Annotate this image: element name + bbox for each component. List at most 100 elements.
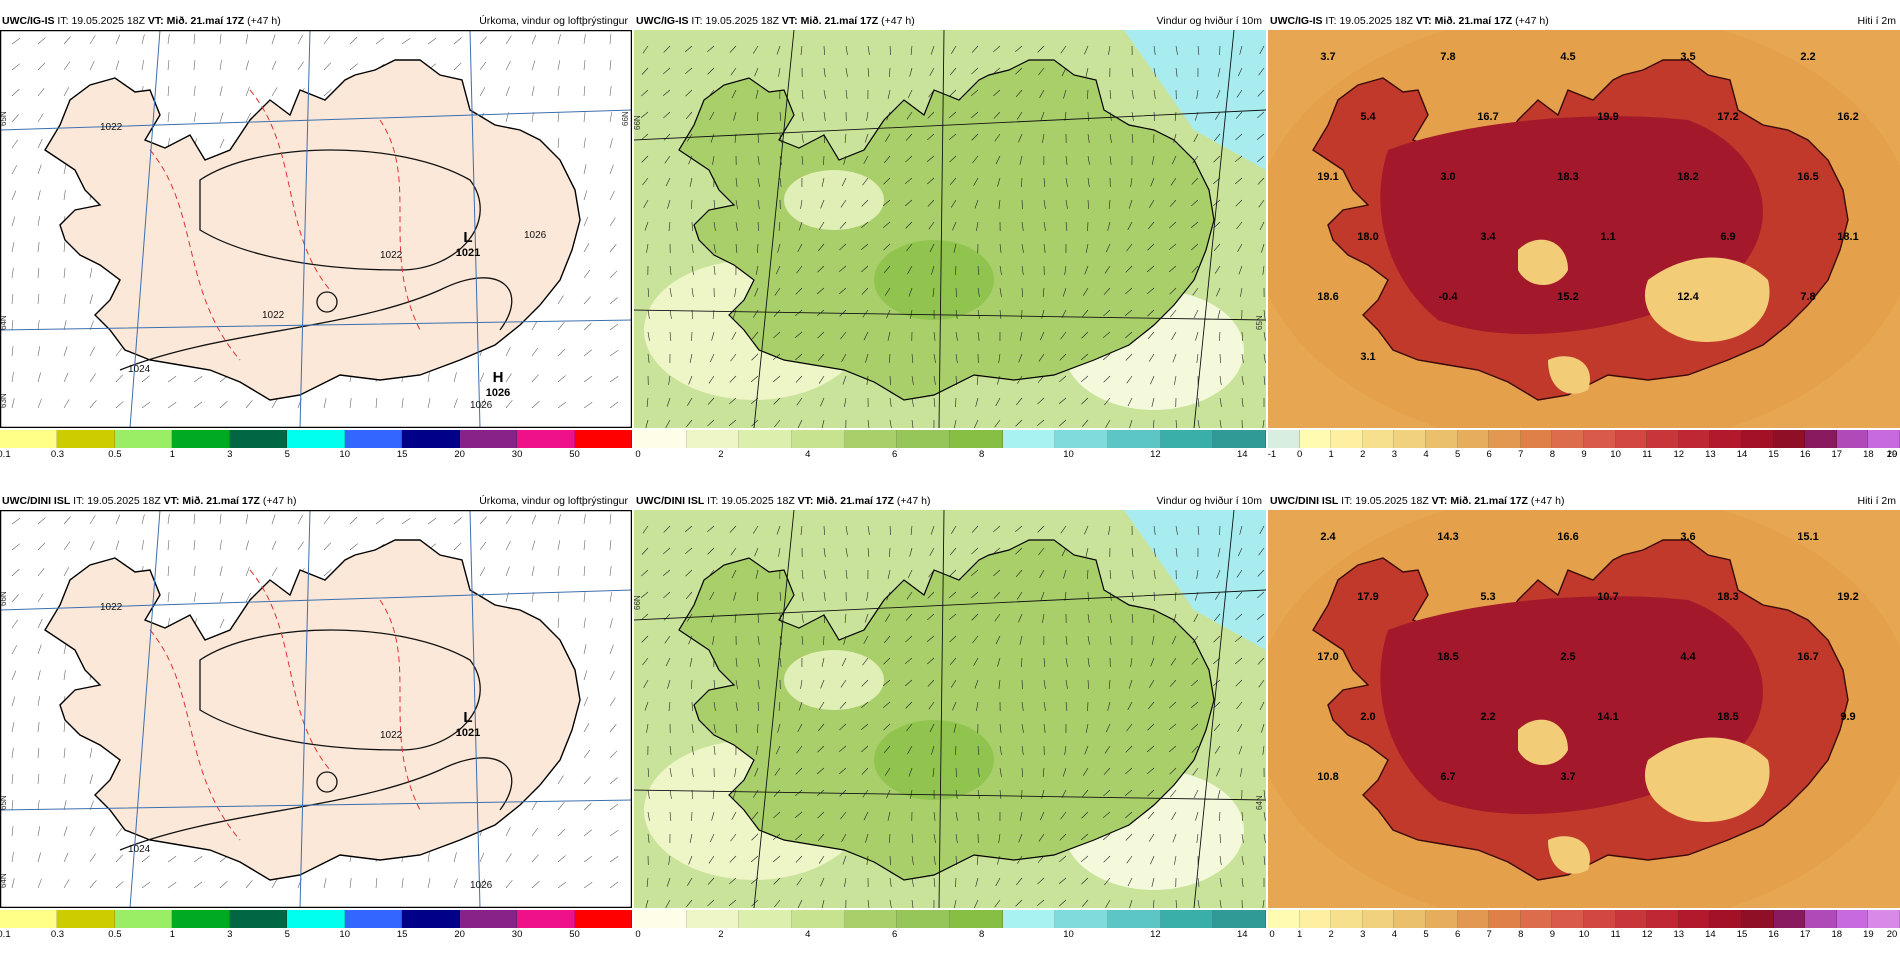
panel-header: UWC/DINI ISL IT: 19.05.2025 18Z VT: Mið.… xyxy=(0,492,632,510)
scale-swatch xyxy=(1647,430,1679,448)
scale-tick-label: 4 xyxy=(1423,449,1428,460)
scale-tick-label: -1 xyxy=(1268,449,1276,460)
temperature-value: 18.1 xyxy=(1837,231,1858,243)
temperature-value: 18.5 xyxy=(1717,711,1738,723)
valid-time: Mið. 21.maí 17Z xyxy=(1450,495,1528,507)
scale-swatch xyxy=(1837,430,1869,448)
scale-tick-label: 1 xyxy=(1297,929,1302,940)
isobar-label: 1026 xyxy=(524,230,547,241)
lead-time: (+47 h) xyxy=(263,495,297,507)
scale-swatch xyxy=(1426,430,1458,448)
init-time: 19.05.2025 18Z xyxy=(1355,495,1429,507)
isobar-label: 1022 xyxy=(100,602,123,613)
scale-tick-label: 20 xyxy=(454,449,465,460)
scale-swatch xyxy=(1331,910,1363,928)
scale-tick-label: 12 xyxy=(1642,929,1653,940)
it-label: IT: xyxy=(1341,495,1352,507)
vt-label: VT: xyxy=(1416,15,1432,27)
scale-swatch xyxy=(687,430,740,448)
scale-swatch xyxy=(575,430,632,448)
temperature-value: 14.1 xyxy=(1597,711,1618,723)
scale-swatch xyxy=(1213,430,1266,448)
scale-swatch xyxy=(1394,430,1426,448)
isobar-label: 1022 xyxy=(380,250,403,261)
scale-tick-label: 8 xyxy=(979,929,984,940)
it-label: IT: xyxy=(57,15,68,27)
temperature-value: 2.5 xyxy=(1560,651,1575,663)
scale-tick-label: 0.5 xyxy=(108,929,121,940)
scale-swatch xyxy=(1108,430,1161,448)
isobar-label: 1022 xyxy=(380,730,403,741)
temperature-value: 12.4 xyxy=(1677,291,1699,303)
valid-time: Mið. 21.maí 17Z xyxy=(182,495,260,507)
panel-title: Hiti í 2m xyxy=(1857,492,1896,510)
temperature-value: 2.0 xyxy=(1360,711,1375,723)
scale-tick-label: 6 xyxy=(892,449,897,460)
scale-tick-label: 15 xyxy=(1768,449,1779,460)
scale-swatch xyxy=(0,910,57,928)
temperature-value: 14.3 xyxy=(1437,531,1458,543)
scale-swatch xyxy=(1394,910,1426,928)
color-scale xyxy=(1268,910,1900,928)
temperature-value: 18.2 xyxy=(1677,171,1698,183)
scale-swatch xyxy=(1710,430,1742,448)
scale-swatch xyxy=(1331,430,1363,448)
scale-swatch xyxy=(230,430,287,448)
scale-swatch xyxy=(950,910,1003,928)
scale-swatch xyxy=(1458,910,1490,928)
scale-tick-label: 4 xyxy=(805,929,810,940)
latitude-label: 66N xyxy=(634,115,642,130)
model-name: UWC/DINI ISL xyxy=(1270,495,1338,507)
panel-wind-dini: UWC/DINI ISL IT: 19.05.2025 18Z VT: Mið.… xyxy=(634,490,1266,956)
valid-time: Mið. 21.maí 17Z xyxy=(167,15,245,27)
low-pressure-symbol: L xyxy=(463,709,472,726)
scale-swatch xyxy=(1837,910,1869,928)
scale-tick-label: 12 xyxy=(1674,449,1685,460)
temperature-value: 19.1 xyxy=(1317,171,1338,183)
panel-header: UWC/IG-IS IT: 19.05.2025 18Z VT: Mið. 21… xyxy=(0,12,632,30)
temperature-value: 15.2 xyxy=(1557,291,1578,303)
scale-swatch xyxy=(287,430,344,448)
temperature-value: 18.5 xyxy=(1437,651,1458,663)
scale-swatch xyxy=(792,910,845,928)
isobar-label: 1024 xyxy=(128,364,151,375)
isobar-label: 1026 xyxy=(470,400,493,411)
color-scale xyxy=(634,910,1266,928)
init-time: 19.05.2025 18Z xyxy=(705,15,779,27)
scale-tick-label: 18 xyxy=(1832,929,1843,940)
temperature-value: 16.2 xyxy=(1837,111,1858,123)
scale-tick-label: 3 xyxy=(227,929,232,940)
scale-swatch xyxy=(460,910,517,928)
scale-tick-label: 12 xyxy=(1150,449,1161,460)
temperature-value: 16.6 xyxy=(1557,531,1578,543)
panel-wind-igis: UWC/IG-IS IT: 19.05.2025 18Z VT: Mið. 21… xyxy=(634,10,1266,476)
scale-tick-label: 16 xyxy=(1800,449,1811,460)
isobar-label: 1024 xyxy=(128,844,151,855)
scale-swatch xyxy=(1458,430,1490,448)
scale-swatch xyxy=(517,430,574,448)
it-label: IT: xyxy=(73,495,84,507)
scale-swatch xyxy=(1647,910,1679,928)
it-label: IT: xyxy=(1325,15,1336,27)
scale-swatch xyxy=(57,910,114,928)
scale-swatch xyxy=(345,910,402,928)
scale-tick-label: 11 xyxy=(1642,449,1652,460)
scale-swatch xyxy=(1268,910,1300,928)
panel-title: Úrkoma, vindur og loftþrýstingur xyxy=(479,12,628,30)
scale-tick-label: 6 xyxy=(892,929,897,940)
wind-field xyxy=(874,720,994,800)
scale-tick-label: 17 xyxy=(1800,929,1811,940)
valid-time: Mið. 21.maí 17Z xyxy=(816,495,894,507)
scale-swatch xyxy=(1521,430,1553,448)
scale-swatch xyxy=(1300,430,1332,448)
temperature-value: 5.3 xyxy=(1480,591,1495,603)
scale-tick-label: 9 xyxy=(1550,929,1555,940)
